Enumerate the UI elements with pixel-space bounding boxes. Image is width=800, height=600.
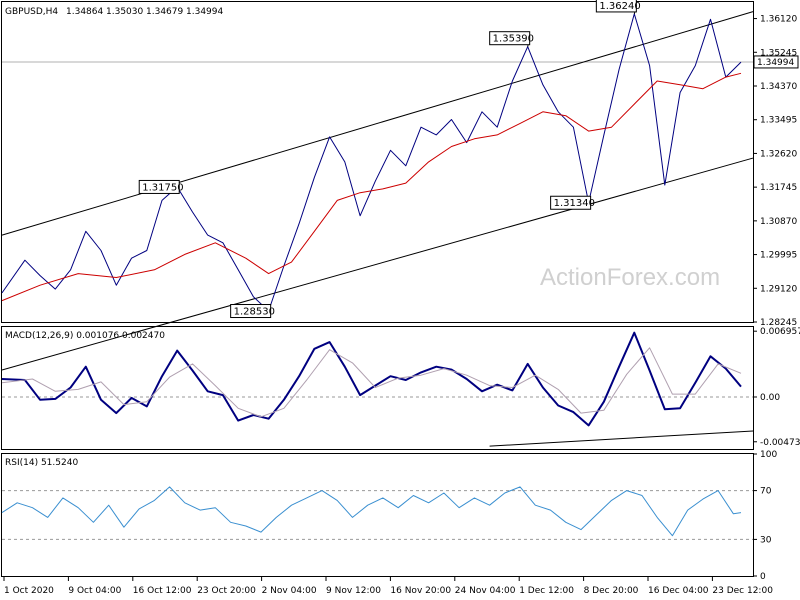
x-axis: 1 Oct 2020 9 Oct 04:00 16 Oct 12:00 23 Oct … [3,577,773,596]
x-tick-label: 16 Dec 04:00 [648,586,709,596]
rsi-title: RSI(14) 51.5240 [5,458,78,468]
y-tick-label: 1.32620 [760,149,797,159]
x-tick-label: 24 Nov 04:00 [455,586,516,596]
x-tick-label: 16 Nov 20:00 [390,586,451,596]
rsi-layer: 100 70 30 0 [1,450,777,582]
chart-frames [1,1,754,577]
x-tick-label: 1 Dec 12:00 [519,586,574,596]
y-tick-label: 1.28245 [760,318,797,328]
y-tick-label: 1.36120 [760,15,797,25]
current-price-marker [753,55,799,69]
annotation-label: 1.28530 [234,307,275,318]
annotation-label: 1.31750 [142,182,183,193]
current-price-label: 1.34994 [757,58,794,68]
ohlc-open: 1.34864 [66,7,103,17]
y-tick-label: 1.31745 [760,183,797,193]
y-tick-label: 1.29120 [760,284,797,294]
y-tick-label: -0.004736 [760,438,800,448]
x-tick-label: 9 Oct 04:00 [68,586,121,596]
y-tick-label: 1.29995 [760,251,797,261]
moving-average-line [1,72,742,302]
macd-title: MACD(12,26,9) 0.001076 0.002470 [5,331,165,341]
y-tick-label: 1.33495 [760,116,797,126]
y-tick-label: 1.30870 [760,217,797,227]
y-tick-label: 100 [760,450,777,460]
x-tick-label: 23 Oct 20:00 [197,586,256,596]
x-tick-label: 23 Dec 12:00 [712,586,773,596]
annotation-box [595,0,637,13]
y-tick-label: 1.35245 [760,48,797,58]
annotation-box [489,31,531,46]
annotation-box [230,304,272,319]
price-title: GBPUSD,H4 [5,7,58,17]
price-line [1,13,742,312]
trend-line [1,157,754,371]
rsi-panel-frame [1,453,754,577]
annotation-label: 1.31340 [554,198,595,209]
price-layer: 1.36120 1.35245 1.34370 1.33495 1.32620 1.317… [1,0,799,371]
annotation-label: 1.35390 [493,34,534,45]
y-tick-label: 1.34370 [760,82,797,92]
ohlc-high: 1.35030 [106,7,143,17]
y-tick-label: 0 [760,572,766,582]
x-tick-label: 16 Oct 12:00 [133,586,192,596]
annotation-box [550,195,592,210]
y-tick-label: 0.00 [760,393,780,403]
x-tick-label: 2 Nov 04:00 [262,586,317,596]
y-tick-label: 0.006957 [760,327,800,337]
trend-line [489,430,754,447]
annotation-label: 1.36240 [599,1,640,12]
y-tick-label: 30 [760,535,772,545]
watermark: ActionForex.com [540,264,720,291]
x-tick-label: 9 Nov 12:00 [326,586,381,596]
annotation-box [138,179,180,194]
trend-line [1,11,754,236]
x-tick-label: 1 Oct 2020 [4,586,54,596]
macd-line [1,331,742,427]
ohlc-close: 1.34994 [186,7,223,17]
rsi-line [1,486,742,537]
macd-panel-frame [1,326,754,450]
y-tick-label: 70 [760,487,772,497]
macd-layer: 0.006957 0.00 -0.004736 [1,327,800,448]
price-panel-frame [1,1,754,323]
signal-line [1,347,742,418]
x-tick-label: 8 Dec 20:00 [584,586,639,596]
ohlc-low: 1.34679 [146,7,183,17]
